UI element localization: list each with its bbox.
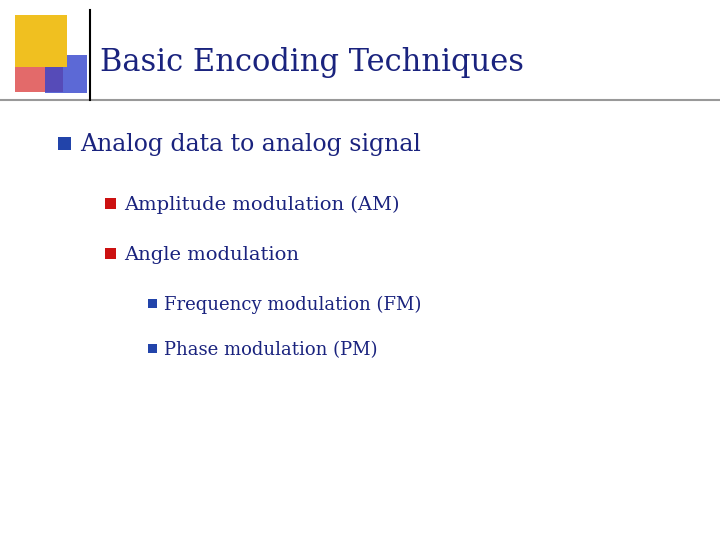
Text: Phase modulation (PM): Phase modulation (PM): [164, 341, 377, 359]
Text: Basic Encoding Techniques: Basic Encoding Techniques: [100, 46, 524, 78]
Text: Analog data to analog signal: Analog data to analog signal: [80, 133, 421, 157]
Text: Frequency modulation (FM): Frequency modulation (FM): [164, 296, 421, 314]
Text: Angle modulation: Angle modulation: [124, 246, 299, 264]
FancyBboxPatch shape: [148, 344, 157, 353]
FancyBboxPatch shape: [105, 198, 116, 209]
FancyBboxPatch shape: [15, 50, 63, 92]
FancyBboxPatch shape: [45, 55, 87, 93]
FancyBboxPatch shape: [105, 248, 116, 259]
FancyBboxPatch shape: [148, 299, 157, 308]
FancyBboxPatch shape: [58, 137, 71, 150]
Text: Amplitude modulation (AM): Amplitude modulation (AM): [124, 196, 400, 214]
FancyBboxPatch shape: [15, 15, 67, 67]
